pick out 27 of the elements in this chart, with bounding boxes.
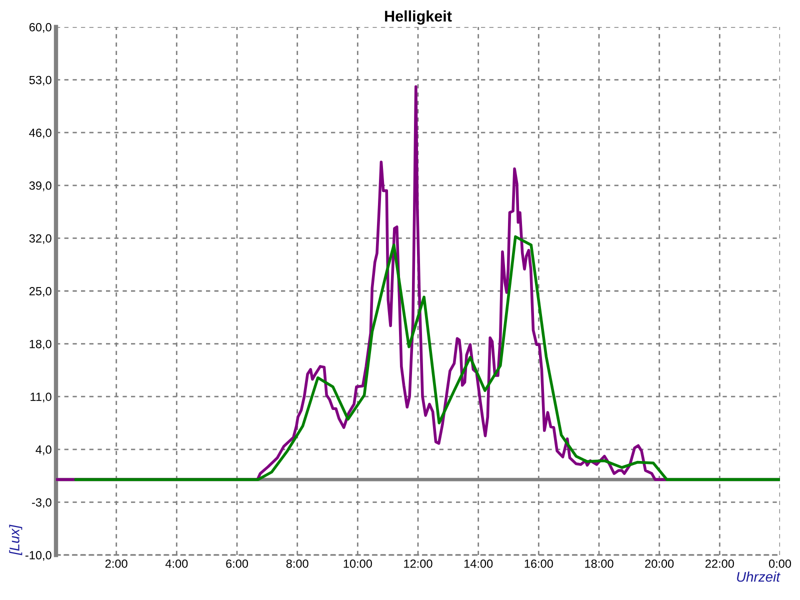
x-tick-label: 16:00 — [524, 559, 553, 568]
x-tick-label: 10:00 — [344, 559, 372, 568]
y-tick-label: -10,0 — [25, 551, 52, 561]
x-tick-label: 2:00 — [105, 559, 128, 568]
x-tick-label: 4:00 — [165, 559, 188, 568]
x-tick-label: 12:00 — [404, 559, 432, 568]
y-tick-label: 18,0 — [30, 340, 52, 350]
y-tick-label: -3,0 — [32, 498, 52, 508]
y-tick-label: 46,0 — [29, 128, 52, 138]
y-tick-label: 4,0 — [36, 445, 52, 456]
y-tick-label: 25,0 — [29, 287, 52, 297]
x-axis-title: Uhrzeit — [737, 572, 780, 582]
y-tick-label: 11,0 — [30, 392, 52, 402]
x-tick-label: 8:00 — [286, 559, 308, 568]
y-axis-title: [Lux] — [9, 524, 22, 556]
y-tick-label: 32,0 — [29, 234, 52, 244]
x-tick-label: 22:00 — [705, 559, 734, 568]
line-series — [74, 235, 780, 481]
x-tick-label: 14:00 — [464, 559, 493, 568]
y-tick-label: 60,0 — [29, 23, 52, 33]
x-tick-label: 6:00 — [226, 559, 248, 568]
chart-title: Helligkeit — [385, 10, 452, 25]
x-tick-label: 0:00 — [768, 559, 792, 568]
x-tick-label: 20:00 — [645, 559, 674, 568]
y-tick-label: 53,0 — [29, 76, 52, 86]
y-tick-label: 39,0 — [29, 181, 52, 192]
x-tick-label: 18:00 — [585, 559, 614, 568]
